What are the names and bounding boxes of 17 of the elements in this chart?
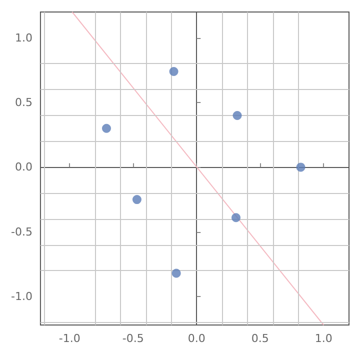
point <box>296 162 306 172</box>
point <box>232 110 242 120</box>
point <box>172 268 181 278</box>
x-tick-label: -0.5 <box>122 332 144 345</box>
y-tick-label: 0.0 <box>14 160 32 174</box>
x-tick-label: 0.0 <box>188 332 206 345</box>
y-tick-label: -1.0 <box>10 290 32 304</box>
point <box>169 67 178 76</box>
y-tick-label: -0.5 <box>10 225 32 238</box>
x-tick-label: 1.0 <box>314 332 332 345</box>
point <box>232 213 240 222</box>
x-tick-label: 0.5 <box>251 332 269 345</box>
x-tick-label: -1.0 <box>58 332 80 345</box>
point <box>102 124 111 133</box>
point <box>132 195 142 204</box>
y-tick-label: 0.5 <box>14 96 32 110</box>
y-tick-label: 1.0 <box>14 31 32 44</box>
